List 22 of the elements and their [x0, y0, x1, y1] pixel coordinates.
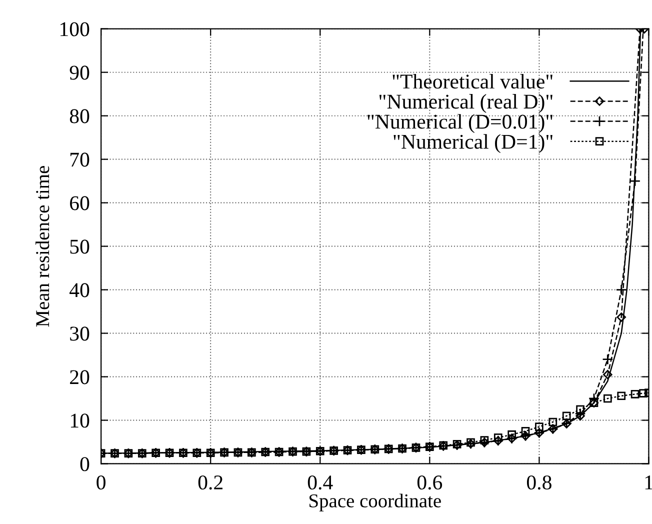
y-tick-label: 90: [70, 66, 90, 80]
x-tick-label: 0.6: [417, 475, 442, 490]
x-tick-label: 0.8: [526, 475, 552, 490]
legend-label: "Numerical (D=0.01)": [368, 114, 552, 133]
y-tick-label: 100: [60, 22, 90, 36]
x-tick-label: 0: [96, 475, 106, 490]
legend-label: "Theoretical value": [392, 74, 552, 89]
legend-label: "Numerical (D=1)": [394, 134, 552, 154]
x-axis-title: Space coordinate: [310, 494, 441, 512]
x-tick-label: 0.4: [308, 475, 333, 490]
y-axis-title: Mean residence time: [36, 166, 50, 327]
y-tick-label: 60: [70, 196, 90, 210]
x-tick-label: 0.2: [198, 475, 222, 490]
y-tick-label: 30: [70, 326, 90, 341]
y-tick-label: 20: [70, 370, 90, 384]
y-tick-label: 50: [70, 240, 90, 254]
y-tick-label: 0: [80, 457, 90, 472]
legend-label: "Numerical (real D)": [379, 94, 552, 113]
y-tick-label: 80: [70, 109, 90, 124]
y-tick-label: 70: [70, 152, 90, 167]
y-tick-label: 40: [70, 283, 90, 298]
y-tick-label: 10: [70, 414, 90, 428]
